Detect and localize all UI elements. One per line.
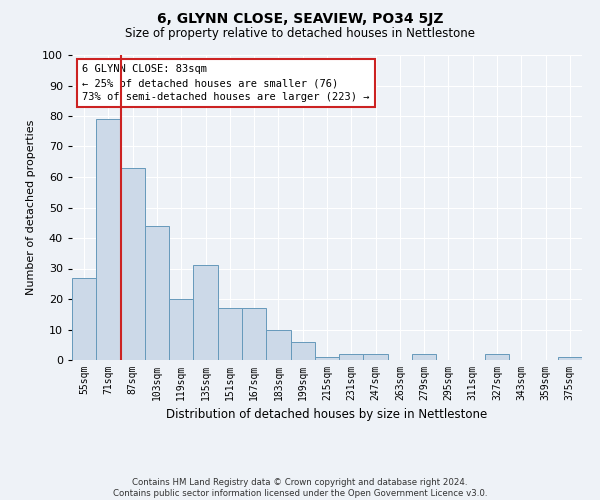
Text: Contains HM Land Registry data © Crown copyright and database right 2024.
Contai: Contains HM Land Registry data © Crown c… [113,478,487,498]
Bar [290,342,315,360]
Bar [315,357,339,360]
Bar [193,266,218,360]
Bar [485,354,509,360]
Bar [218,308,242,360]
Text: Size of property relative to detached houses in Nettlestone: Size of property relative to detached ho… [125,28,475,40]
Bar [121,168,145,360]
Bar [96,119,121,360]
X-axis label: Distribution of detached houses by size in Nettlestone: Distribution of detached houses by size … [166,408,488,422]
Bar [242,308,266,360]
Bar [72,278,96,360]
Bar [266,330,290,360]
Bar [339,354,364,360]
Bar [364,354,388,360]
Text: 6 GLYNN CLOSE: 83sqm
← 25% of detached houses are smaller (76)
73% of semi-detac: 6 GLYNN CLOSE: 83sqm ← 25% of detached h… [82,64,370,102]
Bar [169,299,193,360]
Text: 6, GLYNN CLOSE, SEAVIEW, PO34 5JZ: 6, GLYNN CLOSE, SEAVIEW, PO34 5JZ [157,12,443,26]
Bar [145,226,169,360]
Bar [558,357,582,360]
Y-axis label: Number of detached properties: Number of detached properties [26,120,37,295]
Bar [412,354,436,360]
